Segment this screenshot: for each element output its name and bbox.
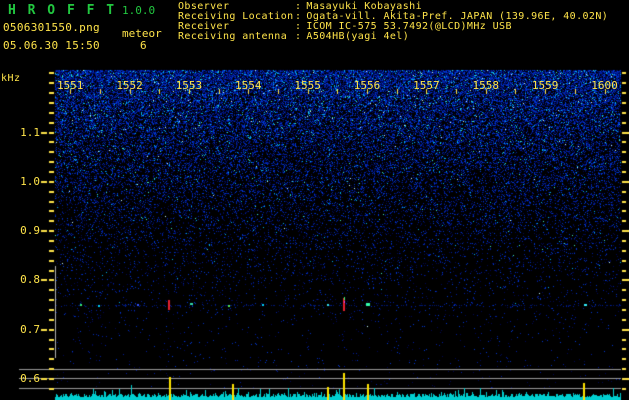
time-label-1553: 1553 (175, 79, 203, 92)
info-colon: : (295, 31, 302, 42)
freq-label-0.8: 0.8 (20, 273, 40, 287)
info-row-receiving-antenna: Receiving antenna: A504HB(yagi 4el) (178, 32, 608, 42)
info-colon: : (295, 11, 302, 22)
time-label-1559: 1559 (531, 79, 559, 92)
time-label-1558: 1558 (472, 79, 500, 92)
observation-datetime: 05.06.30 15:50 (3, 39, 100, 52)
time-label-1552: 1552 (116, 79, 143, 92)
freq-label-0.9: 0.9 (20, 224, 40, 238)
info-colon: : (295, 1, 302, 12)
info-colon: : (295, 21, 302, 32)
freq-axis-unit: kHz (1, 73, 21, 84)
info-label: Receiver (178, 21, 230, 32)
time-label-1600: 1600 (591, 79, 618, 92)
observation-mode: meteor (122, 27, 162, 40)
app-version: 1.0.0 (122, 4, 156, 17)
info-label: Observer (178, 1, 230, 12)
time-label-1557: 1557 (413, 79, 440, 92)
time-label-1555: 1555 (294, 79, 321, 92)
app-title: H R O F F T (8, 3, 117, 18)
freq-label-0.6: 0.6 (20, 372, 40, 385)
info-row-receiver: Receiver: ICOM IC-575 53.7492(@LCD)MHz US… (178, 22, 608, 32)
output-filename: 0506301550.png (3, 21, 100, 34)
info-value: A504HB(yagi 4el) (306, 31, 410, 42)
time-label-1551: 1551 (56, 79, 84, 92)
freq-label-0.7: 0.7 (20, 322, 40, 336)
info-label: Receiving antenna (178, 31, 288, 42)
info-row-receiving-location: Receiving Location: Ogata-vill. Akita-Pre… (178, 12, 608, 22)
meteor-count: 6 (140, 39, 147, 52)
time-label-1556: 1556 (353, 79, 381, 92)
time-label-1554: 1554 (235, 79, 262, 92)
info-row-observer: Observer: Masayuki Kobayashi (178, 2, 608, 12)
station-info-block: Observer: Masayuki Kobayashi Receiving Loc… (178, 2, 608, 42)
info-value: Masayuki Kobayashi (306, 1, 422, 12)
freq-label-1.0: 1.0 (20, 174, 40, 188)
info-label: Receiving Location (178, 11, 294, 22)
info-value: Ogata-vill. Akita-Pref. JAPAN (139.96E, … (306, 11, 609, 22)
freq-label-1.1: 1.1 (20, 125, 40, 139)
info-value: ICOM IC-575 53.7492(@LCD)MHz USB (306, 21, 512, 32)
